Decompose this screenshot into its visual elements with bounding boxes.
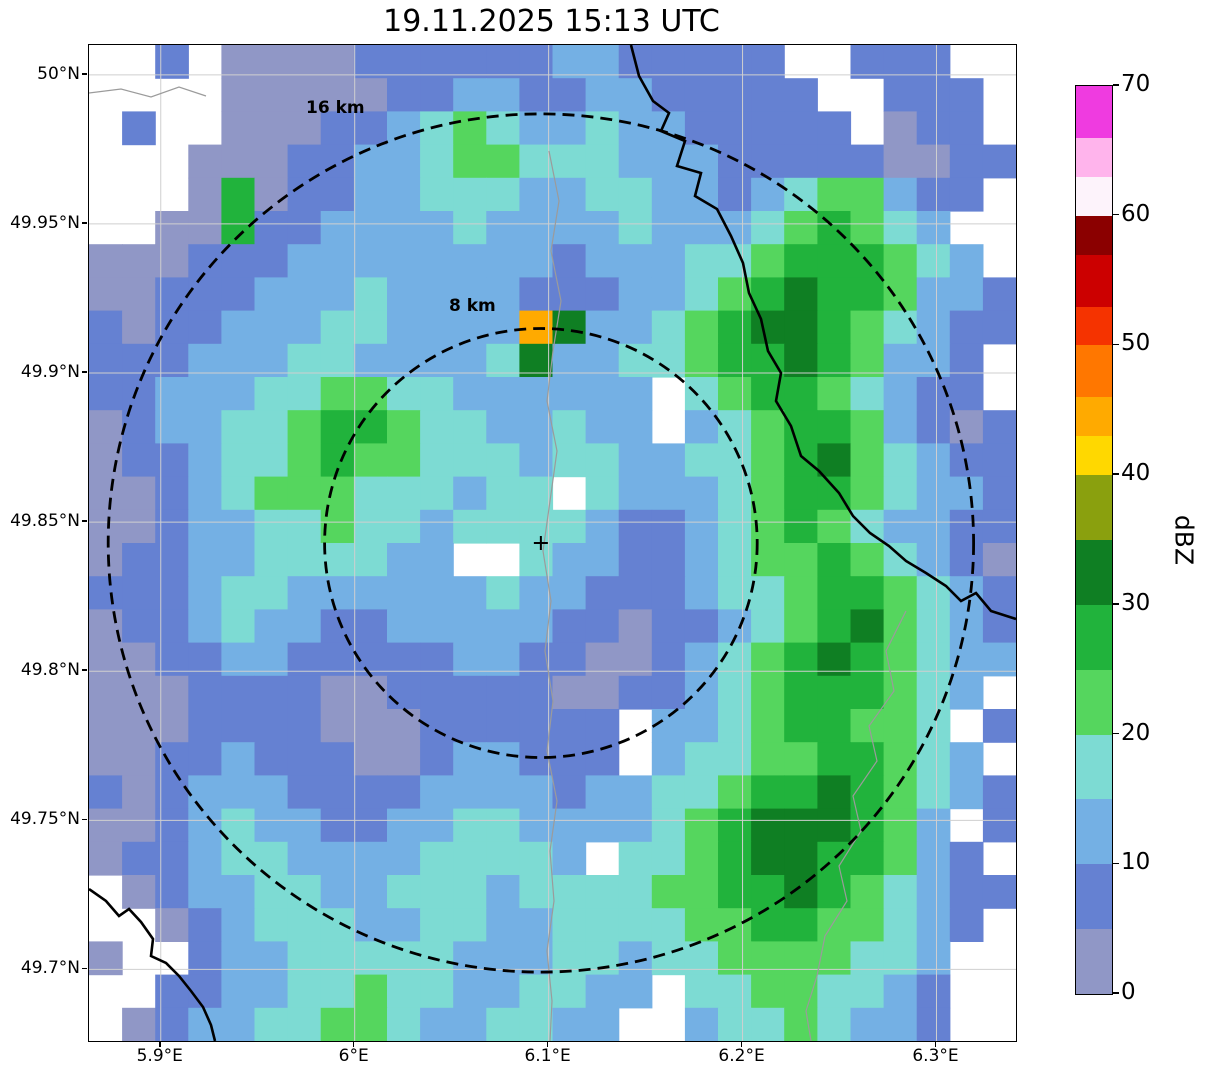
lat-tick-label: 49.85°N — [10, 511, 80, 532]
lon-tick-mark — [740, 1041, 743, 1047]
colorbar-segment — [1076, 137, 1112, 177]
colorbar-segment — [1076, 669, 1112, 735]
lat-tick-mark — [82, 73, 87, 75]
radar-map: 8 km 16 km — [89, 45, 1016, 1041]
graticule — [89, 45, 1016, 1041]
range-ring-label: 16 km — [306, 98, 365, 118]
colorbar-segment — [1076, 215, 1112, 255]
range-ring-8km — [323, 327, 759, 759]
lat-tick-label: 49.9°N — [20, 362, 80, 383]
colorbar-tick-mark — [1113, 213, 1119, 216]
lat-tick-label: 49.95°N — [10, 212, 80, 233]
map-plot-area: 8 km 16 km — [88, 44, 1017, 1042]
colorbar-tick-label: 60 — [1121, 200, 1151, 227]
lon-tick-mark — [934, 1041, 937, 1047]
lat-tick-mark — [82, 371, 87, 373]
colorbar-segment — [1076, 306, 1112, 346]
colorbar-segment — [1076, 254, 1112, 307]
lat-tick-label: 49.75°N — [10, 809, 80, 830]
colorbar-segment — [1076, 435, 1112, 476]
range-ring-16km — [106, 112, 976, 974]
colorbar-segment — [1076, 798, 1112, 865]
colorbar-tick-label: 50 — [1121, 330, 1151, 357]
lon-tick-label: 6°E — [338, 1046, 369, 1066]
lon-tick-mark — [546, 1041, 549, 1047]
colorbar-tick-label: 30 — [1121, 589, 1151, 616]
colorbar-tick-mark — [1113, 992, 1119, 994]
lat-tick-mark — [82, 222, 87, 224]
lat-tick-mark — [82, 520, 87, 522]
colorbar-tick-label: 20 — [1121, 719, 1151, 746]
colorbar-label: dBZ — [1169, 514, 1199, 566]
colorbar-tick-mark — [1113, 603, 1119, 605]
country-border-lines — [89, 45, 1016, 1041]
colorbar-segment — [1076, 396, 1112, 437]
lon-tick-mark — [352, 1041, 355, 1047]
colorbar-tick-mark — [1113, 84, 1119, 86]
colorbar-tick-label: 10 — [1121, 849, 1151, 876]
figure-title: 19.11.2025 15:13 UTC — [383, 4, 720, 39]
river-lines — [89, 86, 907, 1041]
range-ring-label: 8 km — [449, 296, 496, 316]
colorbar-segment — [1076, 734, 1112, 800]
colorbar-tick-mark — [1113, 343, 1119, 346]
lat-tick-label: 49.7°N — [20, 958, 80, 979]
lat-tick-mark — [82, 669, 87, 671]
colorbar-segment — [1076, 863, 1112, 930]
colorbar-segment — [1076, 344, 1112, 398]
colorbar-segment — [1076, 474, 1112, 540]
radar-cells — [89, 45, 1016, 1041]
colorbar-segment — [1076, 86, 1112, 138]
colorbar-segment — [1076, 604, 1112, 670]
lon-tick-label: 6.3°E — [912, 1046, 959, 1066]
lat-tick-mark — [82, 967, 87, 970]
lat-tick-label: 49.8°N — [20, 660, 80, 681]
lon-tick-mark — [159, 1041, 161, 1047]
radar-site-marker — [533, 536, 548, 550]
lon-tick-label: 6.1°E — [524, 1046, 571, 1066]
colorbar-segment — [1076, 176, 1112, 216]
colorbar-scale — [1076, 86, 1112, 994]
colorbar — [1075, 85, 1113, 995]
colorbar-tick-mark — [1113, 732, 1119, 735]
lat-tick-label: 50°N — [37, 63, 80, 84]
colorbar-segment — [1076, 928, 1112, 994]
colorbar-tick-label: 40 — [1121, 460, 1151, 487]
colorbar-segment — [1076, 539, 1112, 605]
colorbar-tick-label: 0 — [1121, 979, 1136, 1005]
colorbar-tick-mark — [1113, 862, 1119, 865]
lon-tick-label: 6.2°E — [718, 1046, 765, 1066]
lat-tick-mark — [82, 818, 87, 821]
colorbar-tick-mark — [1113, 473, 1119, 475]
colorbar-tick-label: 70 — [1121, 71, 1151, 97]
lon-tick-label: 5.9°E — [136, 1046, 183, 1066]
